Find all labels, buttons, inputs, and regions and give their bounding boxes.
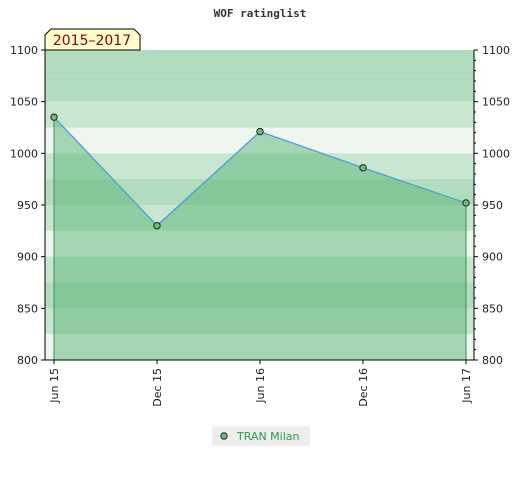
y-tick-label: 1100	[10, 44, 38, 57]
background-band	[45, 308, 474, 335]
x-axis: Jun 15 Dec 15 Jun 16 Dec 16 Jun 17	[45, 359, 474, 407]
series-area	[54, 117, 466, 361]
y-tick-label: 950	[17, 199, 38, 212]
y-tick-label: 900	[482, 251, 503, 264]
background-band	[45, 230, 474, 257]
x-tick-label: Dec 16	[357, 368, 370, 407]
legend: TRAN Milan	[212, 426, 310, 446]
legend-marker-icon	[220, 432, 228, 440]
background-band	[45, 50, 474, 76]
background-band	[45, 282, 474, 309]
data-point	[359, 164, 367, 172]
area-layer	[54, 117, 466, 361]
period-label: 2015–2017	[53, 33, 131, 49]
y-tick-label: 850	[482, 302, 503, 315]
y-tick-label: 1050	[482, 96, 510, 109]
legend-series-name: TRAN Milan	[236, 430, 300, 443]
x-tick-label: Dec 15	[151, 368, 164, 407]
y-tick-label: 800	[482, 354, 503, 367]
y-tick-label: 1000	[482, 147, 510, 160]
legend-background	[212, 426, 310, 446]
data-point	[153, 221, 161, 230]
x-tick-label: Jun 16	[254, 368, 267, 404]
background-band	[45, 334, 474, 360]
y-tick-label: 950	[482, 199, 503, 212]
y-axis-right: 800 850 900 950 1000 1050 1100	[473, 44, 510, 367]
y-tick-label: 1100	[482, 44, 510, 57]
background-band	[45, 256, 474, 283]
y-tick-label: 900	[17, 251, 38, 264]
background-band	[45, 205, 474, 231]
period-badge: 2015–2017	[44, 28, 141, 51]
y-tick-label: 1000	[10, 147, 38, 160]
period-badge-background	[44, 28, 141, 51]
background-band	[45, 153, 474, 180]
data-point	[462, 199, 470, 207]
background-band	[45, 75, 474, 102]
drop-lines	[53, 117, 467, 360]
background-band	[45, 101, 474, 128]
x-tick-label: Jun 17	[460, 368, 473, 404]
data-point	[256, 127, 264, 136]
data-markers	[50, 113, 470, 230]
background-bands	[45, 50, 474, 360]
y-tick-label: 850	[17, 302, 38, 315]
chart-title: WOF ratinglist	[214, 7, 307, 20]
y-axis-left: 800 850 900 950 1000 1050 1100	[10, 44, 46, 367]
y-tick-label: 800	[17, 354, 38, 367]
y-tick-label: 1050	[10, 96, 38, 109]
x-tick-label: Jun 15	[48, 368, 61, 404]
data-point	[50, 113, 58, 121]
